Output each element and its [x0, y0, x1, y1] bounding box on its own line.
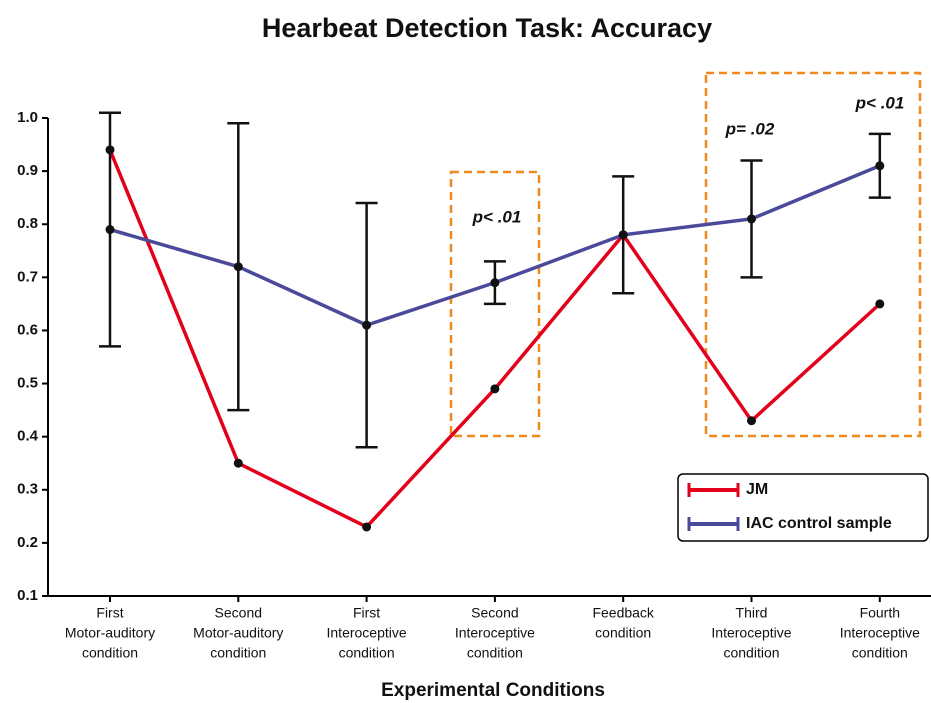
x-tick-label: condition — [82, 645, 138, 661]
data-point — [747, 416, 756, 426]
x-tick-label: Interoceptive — [711, 625, 791, 641]
annotation: p< .01 — [472, 207, 522, 226]
x-tick-label: First — [353, 605, 380, 621]
x-tick-label: condition — [852, 645, 908, 661]
legend-label: JM — [746, 481, 768, 498]
data-point — [875, 299, 885, 309]
data-point — [618, 230, 628, 240]
x-tick-label: Interoceptive — [327, 625, 407, 641]
x-tick-label: Feedback — [592, 605, 654, 621]
chart-title: Hearbeat Detection Task: Accuracy — [262, 13, 712, 43]
y-tick-label: 0.5 — [17, 375, 38, 392]
x-axis-label: Experimental Conditions — [381, 680, 605, 701]
y-tick-label: 0.2 — [17, 534, 38, 551]
data-point — [875, 161, 885, 171]
x-tick-label: Interoceptive — [840, 625, 920, 641]
x-tick-label: Second — [471, 605, 518, 621]
series-line — [108, 149, 881, 529]
annotation: p< .01 — [855, 93, 905, 112]
x-tick-label: condition — [595, 625, 651, 641]
x-tick-label: Motor-auditory — [193, 625, 283, 641]
y-tick-label: 0.1 — [17, 587, 38, 604]
y-tick-label: 0.8 — [17, 215, 38, 232]
annotation: p= .02 — [725, 119, 775, 138]
data-point — [233, 458, 243, 468]
data-point — [362, 522, 372, 532]
highlight-box — [449, 170, 541, 438]
x-tick-label: First — [96, 605, 123, 621]
legend-box — [677, 473, 929, 542]
y-tick-label: 1.0 — [17, 109, 38, 126]
legend-label: IAC control sample — [746, 515, 892, 532]
x-tick-label: condition — [723, 645, 779, 661]
x-tick-label: Motor-auditory — [65, 625, 155, 641]
highlight-boxes — [449, 71, 922, 438]
x-tick-label: Second — [215, 605, 262, 621]
data-point — [747, 214, 756, 224]
data-point — [362, 320, 372, 330]
y-tick-label: 0.3 — [17, 481, 38, 498]
highlight-box — [704, 71, 922, 438]
y-tick-label: 0.6 — [17, 321, 38, 338]
x-tick-label: condition — [210, 645, 266, 661]
y-tick-label: 0.4 — [17, 428, 39, 445]
y-tick-label: 0.9 — [17, 162, 38, 179]
x-tick-label: Third — [736, 605, 768, 621]
data-point — [490, 278, 500, 288]
y-tick-label: 0.7 — [17, 268, 38, 285]
x-tick-label: Fourth — [860, 605, 900, 621]
data-point — [490, 384, 500, 394]
data-point — [233, 262, 243, 272]
x-tick-label: Interoceptive — [455, 625, 535, 641]
data-point — [105, 145, 115, 155]
data-point — [105, 225, 115, 235]
x-tick-label: condition — [339, 645, 395, 661]
x-tick-label: condition — [467, 645, 523, 661]
